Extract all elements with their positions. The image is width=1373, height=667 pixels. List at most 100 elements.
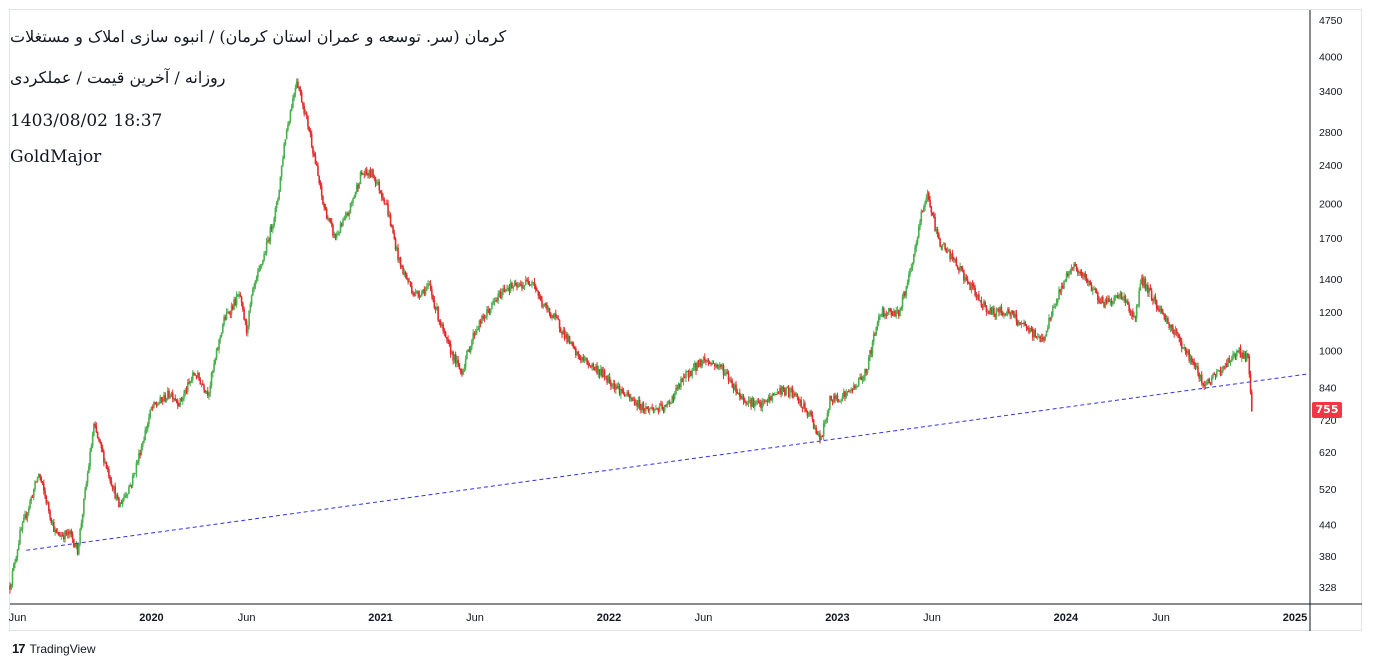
candle-body	[948, 250, 950, 252]
candle-body	[1244, 353, 1247, 361]
candle-body	[1110, 301, 1113, 304]
candle-body	[915, 243, 918, 248]
candle-body	[976, 294, 979, 299]
candle-body	[479, 320, 482, 324]
candle-body	[477, 329, 479, 331]
candle-body	[676, 387, 679, 389]
candle-body	[239, 294, 242, 297]
candle-body	[906, 282, 909, 287]
candle-body	[1115, 295, 1118, 297]
candle-body	[844, 391, 846, 397]
y-tick-label: 720	[1319, 415, 1337, 427]
candle-body	[739, 392, 741, 398]
candle-body	[1018, 322, 1020, 325]
candle-body	[685, 371, 687, 378]
candle-body	[270, 226, 273, 230]
candle-body	[638, 399, 641, 408]
candle-body	[334, 233, 337, 238]
candle-body	[280, 165, 283, 177]
candle-body	[111, 485, 114, 490]
candle-body	[99, 439, 101, 443]
candle-body	[58, 532, 60, 536]
candle-body	[901, 296, 904, 308]
candle-body	[1164, 316, 1167, 322]
candle-body	[1158, 309, 1160, 312]
candle-body	[635, 402, 637, 406]
candle-body	[22, 518, 25, 523]
candle-body	[796, 393, 799, 397]
candle-body	[30, 496, 33, 502]
candle-body	[343, 218, 346, 221]
candle-body	[1245, 353, 1248, 361]
candle-body	[145, 429, 148, 431]
candle-body	[160, 397, 163, 400]
candle-body	[1071, 267, 1074, 269]
candle-body	[974, 287, 976, 296]
tradingview-logo[interactable]: 17 TradingView	[12, 641, 96, 656]
candle-body	[388, 214, 391, 216]
candle-body	[389, 214, 392, 226]
candle-body	[1020, 323, 1023, 325]
candle-body	[272, 225, 274, 230]
candle-body	[653, 409, 656, 411]
candle-body	[238, 294, 240, 296]
candle-body	[621, 389, 623, 391]
candle-body	[454, 354, 457, 364]
candle-body	[434, 307, 437, 310]
candle-body	[335, 234, 338, 238]
candle-body	[582, 357, 585, 361]
candle-body	[185, 390, 188, 392]
candle-body	[655, 408, 657, 410]
candle-body	[449, 344, 452, 355]
candle-body	[716, 364, 719, 368]
candle-body	[885, 314, 888, 316]
x-tick-label: 2023	[825, 612, 849, 624]
candle-body	[581, 357, 583, 361]
candle-body	[740, 397, 742, 399]
candle-body	[1238, 347, 1241, 353]
candle-body	[996, 309, 999, 311]
candle-body	[235, 295, 238, 306]
candle-body	[181, 398, 184, 401]
candle-body	[252, 288, 254, 296]
candle-body	[750, 399, 752, 407]
candle-body	[544, 303, 547, 306]
candle-body	[511, 282, 513, 289]
candle-body	[817, 433, 820, 435]
candle-body	[419, 295, 422, 297]
candle-body	[1178, 334, 1180, 339]
candle-body	[27, 507, 30, 513]
candle-body	[660, 404, 662, 406]
candle-body	[1099, 301, 1102, 304]
candle-body	[436, 306, 438, 310]
candle-body	[877, 316, 880, 323]
candle-body	[101, 447, 104, 452]
candle-body	[711, 362, 714, 364]
candle-body	[837, 399, 840, 402]
candle-body	[1104, 299, 1107, 308]
candle-body	[830, 396, 832, 400]
candle-body	[741, 396, 744, 399]
candle-body	[151, 407, 154, 409]
candle-body	[859, 376, 861, 378]
candle-body	[612, 383, 615, 386]
candle-body	[570, 341, 572, 345]
candle-body	[887, 308, 890, 314]
candle-body	[785, 387, 787, 396]
candle-body	[929, 199, 931, 207]
candle-body	[869, 350, 871, 358]
candle-body	[876, 322, 879, 328]
candle-body	[380, 192, 383, 198]
candle-body	[83, 498, 85, 515]
candle-body	[875, 327, 878, 335]
candle-body	[350, 202, 353, 204]
candle-body	[84, 489, 86, 499]
candle-body	[1127, 300, 1129, 305]
candle-body	[595, 366, 597, 371]
candle-body	[1103, 302, 1105, 308]
candle-body	[219, 336, 222, 340]
candle-body	[1117, 295, 1119, 298]
candle-body	[70, 530, 73, 535]
candle-body	[378, 181, 381, 191]
